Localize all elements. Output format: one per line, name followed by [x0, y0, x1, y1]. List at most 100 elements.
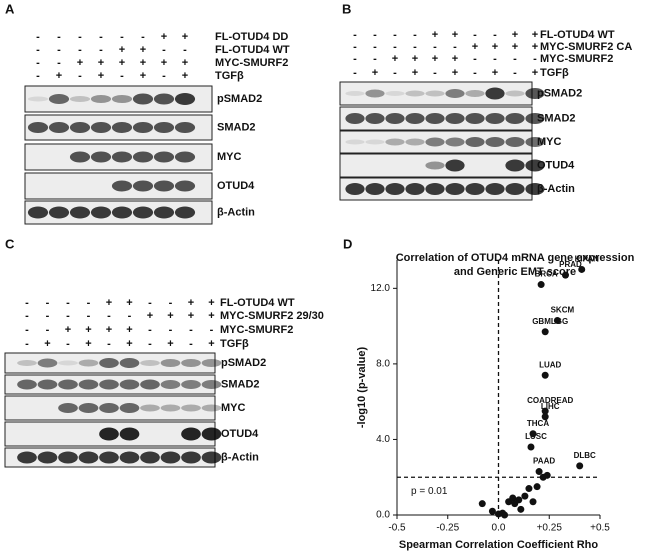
point	[478, 500, 486, 508]
band	[160, 404, 181, 412]
band	[525, 88, 545, 99]
sign: -	[169, 297, 173, 309]
treatment-label: TGFβ	[540, 67, 569, 79]
band	[140, 379, 160, 390]
band	[17, 360, 37, 366]
sign: -	[353, 29, 357, 41]
sign: -	[453, 41, 457, 53]
band	[425, 161, 445, 170]
sign: -	[353, 67, 357, 79]
band	[405, 183, 425, 195]
band	[132, 180, 154, 192]
band-label: MYC	[221, 402, 246, 414]
point	[529, 498, 537, 506]
band-label: pSMAD2	[537, 87, 582, 99]
band	[485, 87, 505, 100]
sign: +	[182, 70, 188, 82]
sign: -	[25, 310, 29, 322]
band	[201, 380, 222, 389]
sign: -	[393, 67, 397, 79]
sign: -	[25, 324, 29, 336]
sign: -	[433, 41, 437, 53]
sign: -	[107, 338, 111, 350]
band	[505, 90, 525, 97]
band	[485, 137, 505, 147]
band	[505, 137, 525, 147]
sign: +	[98, 57, 104, 69]
sign: -	[78, 31, 82, 43]
sign: +	[140, 44, 146, 56]
sign: -	[210, 324, 214, 336]
treatment-label: MYC-SMURF2 CA	[540, 41, 632, 53]
sign: +	[412, 67, 418, 79]
treatment-label: FL-OTUD4 WT	[540, 29, 615, 41]
band	[445, 89, 465, 98]
sign: +	[106, 297, 112, 309]
point	[537, 281, 545, 289]
band	[445, 183, 465, 195]
sign: +	[126, 324, 132, 336]
band	[132, 122, 154, 133]
band	[37, 358, 58, 368]
band	[111, 180, 133, 192]
sign: -	[148, 324, 152, 336]
treatment-label: FL-OTUD4 WT	[215, 44, 290, 56]
sign: -	[120, 70, 124, 82]
band	[505, 113, 525, 124]
sign: +	[167, 310, 173, 322]
band	[174, 93, 196, 105]
sign: -	[373, 41, 377, 53]
sign: -	[473, 53, 477, 65]
sign: -	[87, 297, 91, 309]
x-tick-label: -0.25	[436, 523, 459, 534]
band	[153, 180, 175, 192]
sign: -	[189, 338, 193, 350]
band	[99, 379, 119, 390]
sign: -	[36, 70, 40, 82]
point	[535, 468, 543, 476]
threshold-label: p = 0.01	[411, 486, 448, 497]
band	[132, 206, 154, 219]
sign: +	[392, 53, 398, 65]
sign: -	[36, 44, 40, 56]
y-axis-label: -log10 (p-value)	[356, 347, 368, 429]
sign: +	[65, 324, 71, 336]
sign: +	[208, 338, 214, 350]
x-tick-label: +0.25	[537, 523, 563, 534]
point	[541, 371, 549, 379]
sign: -	[128, 310, 132, 322]
point-label: COADREAD	[527, 396, 573, 405]
sign: -	[66, 297, 70, 309]
sign: +	[412, 53, 418, 65]
sign: +	[140, 70, 146, 82]
panel-letter: D	[343, 236, 352, 251]
band	[174, 206, 196, 219]
sign: -	[148, 297, 152, 309]
sign: +	[492, 67, 498, 79]
sign: -	[433, 67, 437, 79]
sign: +	[147, 310, 153, 322]
point-label: LIHC	[541, 402, 560, 411]
band	[181, 451, 201, 464]
point-label: PRAD	[559, 260, 582, 269]
y-tick-label: 8.0	[376, 359, 390, 370]
band	[99, 358, 119, 368]
sign: -	[36, 31, 40, 43]
sign: -	[353, 41, 357, 53]
sign: -	[169, 324, 173, 336]
sign: -	[493, 29, 497, 41]
sign: +	[119, 44, 125, 56]
x-tick-label: 0.0	[492, 523, 506, 534]
sign: +	[140, 57, 146, 69]
band	[525, 183, 545, 195]
band	[58, 360, 78, 366]
sign: -	[162, 44, 166, 56]
sign: -	[189, 324, 193, 336]
sign: -	[373, 29, 377, 41]
band	[140, 360, 160, 366]
sign: +	[188, 310, 194, 322]
point	[527, 443, 535, 451]
sign: +	[188, 297, 194, 309]
band	[153, 206, 175, 219]
